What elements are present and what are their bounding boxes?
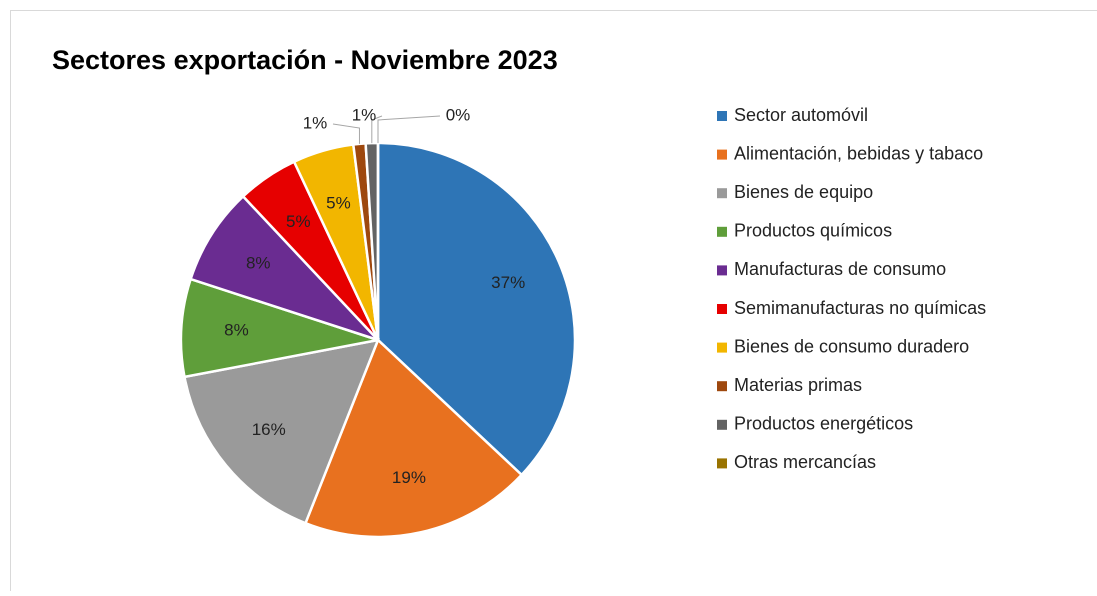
legend-swatch — [717, 111, 727, 121]
legend-label: Semimanufacturas no químicas — [734, 298, 986, 318]
legend-label: Manufacturas de consumo — [734, 259, 946, 279]
legend-label: Bienes de equipo — [734, 182, 873, 202]
data-label: 8% — [246, 253, 271, 272]
legend-label: Materias primas — [734, 375, 862, 395]
data-label: 5% — [326, 193, 351, 212]
legend-swatch — [717, 227, 727, 237]
legend-label: Otras mercancías — [734, 452, 876, 472]
data-label: 1% — [303, 113, 328, 132]
legend-swatch — [717, 381, 727, 391]
legend-swatch — [717, 343, 727, 353]
legend-label: Productos químicos — [734, 221, 892, 241]
data-label: 0% — [446, 105, 471, 124]
data-label: 16% — [252, 420, 286, 439]
data-label: 5% — [286, 212, 311, 231]
data-label: 8% — [224, 321, 249, 340]
legend-label: Productos energéticos — [734, 414, 913, 434]
chart-title: Sectores exportación - Noviembre 2023 — [52, 45, 558, 75]
data-label: 37% — [491, 273, 525, 292]
legend-swatch — [717, 420, 727, 430]
data-label: 1% — [352, 105, 377, 124]
legend-label: Bienes de consumo duradero — [734, 336, 969, 356]
legend-label: Sector automóvil — [734, 105, 868, 125]
legend-swatch — [717, 265, 727, 275]
legend-swatch — [717, 304, 727, 314]
legend-swatch — [717, 458, 727, 468]
data-label: 19% — [392, 468, 426, 487]
legend-swatch — [717, 150, 727, 160]
legend-label: Alimentación, bebidas y tabaco — [734, 143, 983, 163]
legend-swatch — [717, 188, 727, 198]
